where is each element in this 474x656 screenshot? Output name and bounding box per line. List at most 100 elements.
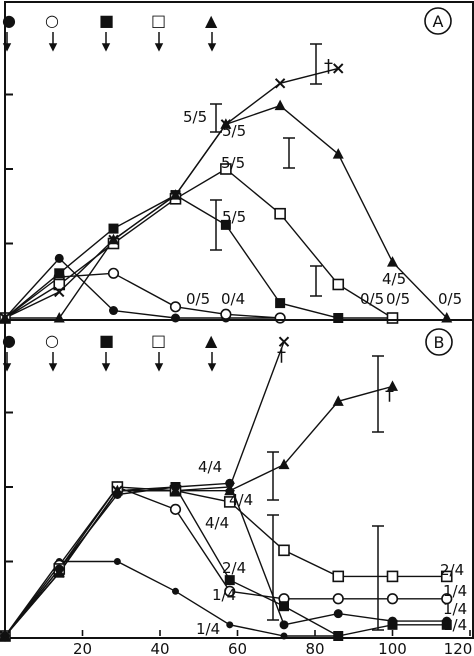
- treatment-marker-a-5: ▲: [205, 11, 218, 30]
- annotation-a-8: 0/5: [360, 290, 384, 308]
- data-point-b-3-6: [279, 601, 289, 612]
- data-point-a-6-2: [54, 286, 65, 298]
- treatment-marker-b-1: ●: [2, 331, 16, 350]
- data-point-a-6-7: [333, 63, 344, 74]
- data-point-a-4-8: [386, 312, 399, 324]
- data-point-b-7-2: [54, 567, 65, 578]
- data-point-b-4-5: [223, 496, 236, 508]
- annotation-a-10: 0/5: [438, 290, 462, 308]
- data-point-a-2-5: [220, 308, 232, 320]
- data-point-b-6-5: [224, 484, 236, 496]
- treatment-marker-a-1: ●: [2, 11, 16, 30]
- data-point-a-2-3: [107, 267, 120, 279]
- error-bar-a-5: [310, 265, 322, 297]
- x-tick-label-5: 100: [378, 640, 407, 656]
- series-line-a-4: [4, 168, 393, 319]
- series-line-a-2: [4, 272, 281, 319]
- annotation-b-4: 2/4: [222, 559, 246, 577]
- data-point-b-4-7: [332, 570, 345, 583]
- panel-b: ● ○ ■ □ ▲ B 4/4 4/4 4/4 2/4 1/4 1/4 2/4: [0, 319, 474, 656]
- data-point-b-2-7: [332, 593, 344, 605]
- annotation-b-3: 4/4: [205, 514, 229, 532]
- panel-b-marks: [0, 336, 453, 642]
- data-point-b-2-8: [386, 593, 399, 605]
- annotation-a-11: †: [324, 56, 333, 77]
- data-point-b-4-9: [440, 570, 453, 583]
- annotation-b-12: †: [385, 384, 394, 405]
- annotation-a-3: 5/5: [221, 154, 245, 172]
- annotation-b-2: 4/4: [229, 491, 253, 509]
- data-point-b-2-4: [169, 503, 182, 515]
- panel-a-label: A: [424, 7, 452, 35]
- data-point-b-7-1: [0, 630, 11, 642]
- treatment-marker-a-4: □: [151, 11, 166, 30]
- annotation-a-4: 5/5: [222, 208, 246, 226]
- data-point-a-1-2: [54, 253, 64, 263]
- treatment-arrows-a: [2, 32, 217, 52]
- panel-b-annotations: 4/4 4/4 4/4 2/4 1/4 1/4 2/4 1/4 1/4 1/4 …: [196, 345, 467, 638]
- error-bar-b-1: [372, 355, 384, 433]
- annotation-a-2: 5/5: [222, 122, 246, 140]
- annotation-a-5: 4/5: [382, 270, 406, 288]
- error-bar-a-1: [310, 43, 322, 85]
- data-point-b-1-3: [113, 558, 121, 565]
- annotation-b-6: 1/4: [196, 620, 220, 638]
- annotation-a-9: 0/5: [386, 290, 410, 308]
- panel-a-annotations: 5/5 5/5 5/5 5/5 4/5 0/5 0/4 0/5 0/5 0/5 …: [183, 56, 462, 308]
- data-point-a-4-5: [220, 163, 232, 175]
- treatment-marker-a-2: ○: [45, 11, 59, 30]
- data-point-b-6-7: [332, 395, 344, 406]
- data-point-a-4-2: [53, 278, 66, 291]
- data-point-b-6-6: [278, 458, 290, 470]
- series-line-a-3: [4, 194, 393, 319]
- data-point-b-7-3: [112, 485, 123, 496]
- data-point-a-1-3: [109, 306, 118, 316]
- annotation-a-7: 0/4: [221, 290, 245, 308]
- data-point-b-2-9: [441, 593, 453, 605]
- annotation-b-5: 1/4: [212, 586, 236, 604]
- data-point-a-5-8: [387, 256, 398, 267]
- panel-a: ● ○ ■ □ ▲ A 5/5 5/5 5/5 5/5 4/5 0/5 0/4: [0, 1, 474, 324]
- x-tick-label-1: 20: [73, 640, 92, 656]
- data-point-a-6-4: [170, 189, 181, 201]
- annotation-a-1: 5/5: [183, 108, 207, 126]
- annotation-b-1: 4/4: [198, 458, 222, 476]
- error-bar-b-4: [267, 514, 279, 621]
- x-tick-label-2: 40: [150, 640, 169, 656]
- error-bar-b-3: [372, 525, 384, 631]
- panel-b-letter: B: [434, 333, 445, 352]
- data-point-b-7-5: [224, 481, 235, 493]
- annotation-b-11: †: [277, 345, 286, 366]
- data-point-a-4-7: [332, 278, 345, 291]
- data-point-b-5-9: [442, 616, 452, 626]
- treatment-marker-b-2: ○: [45, 331, 59, 350]
- treatment-marker-b-4: □: [151, 331, 166, 350]
- data-point-b-6-8: [387, 380, 398, 391]
- data-point-b-2-5: [224, 585, 236, 597]
- data-point-a-5-6: [274, 99, 286, 111]
- error-bar-a-4: [210, 103, 222, 133]
- panel-a-letter: A: [433, 12, 444, 31]
- data-point-a-6-6: [274, 78, 286, 89]
- data-point-b-7-4: [170, 485, 181, 496]
- series-line-a-1: [4, 257, 281, 319]
- data-point-a-2-4: [169, 301, 182, 313]
- data-point-a-6-3: [108, 234, 119, 245]
- annotation-b-10: 1/4: [443, 616, 467, 634]
- data-point-b-4-8: [386, 570, 399, 583]
- data-point-a-3-7: [333, 313, 344, 323]
- treatment-marker-b-3: ■: [99, 331, 114, 350]
- treatment-marker-b-5: ▲: [205, 331, 218, 350]
- data-point-b-1-5: [226, 621, 234, 629]
- annotation-b-7: 2/4: [440, 561, 464, 579]
- data-point-b-1-4: [172, 587, 179, 595]
- data-point-a-4-6: [274, 207, 286, 220]
- data-point-b-3-7: [333, 631, 344, 641]
- data-point-a-5-7: [332, 148, 344, 159]
- data-point-b-5-7: [333, 609, 343, 619]
- error-bar-b-2: [267, 451, 279, 501]
- data-point-a-6-5: [220, 119, 232, 130]
- data-point-b-5-6: [279, 620, 289, 630]
- data-point-a-1-4: [171, 313, 180, 323]
